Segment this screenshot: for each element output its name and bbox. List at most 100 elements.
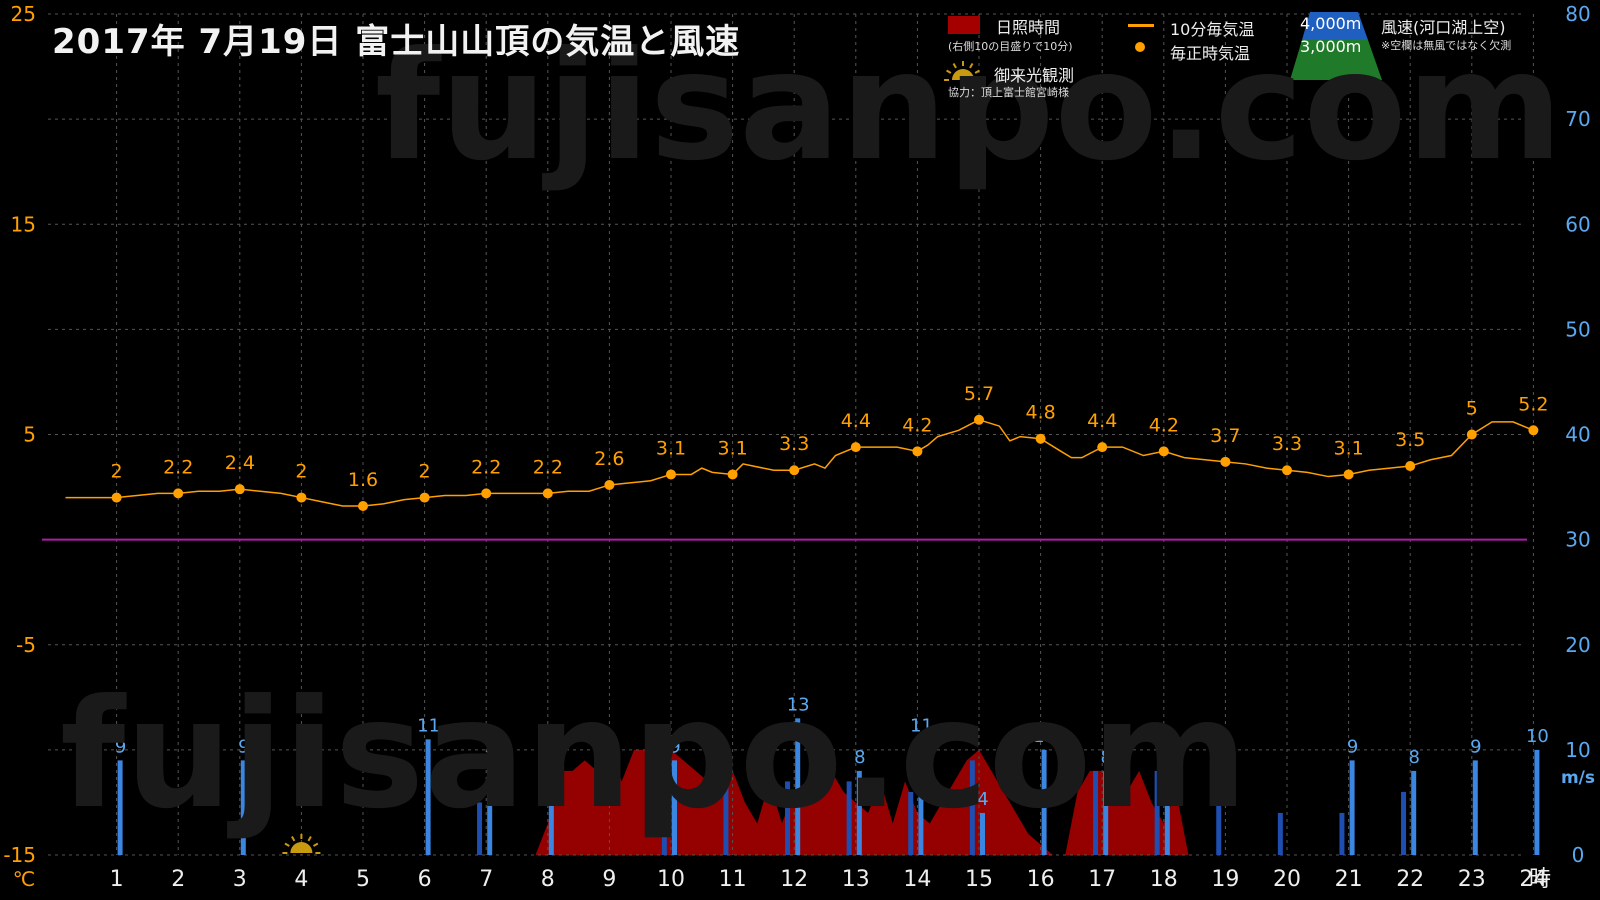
alt4000-label: 4,000m xyxy=(1300,14,1362,33)
sun-ray xyxy=(291,836,296,842)
sun-ray xyxy=(284,842,290,847)
temp-hourly-point xyxy=(1343,469,1354,480)
wind-4000-bar xyxy=(918,739,924,855)
wind-4000-bar xyxy=(1534,749,1540,855)
left-tick-label: 25 xyxy=(11,2,36,26)
wind-4000-label: 13 xyxy=(787,694,810,715)
wind-4000-bar xyxy=(1164,760,1170,855)
temp-hourly-point xyxy=(912,446,923,457)
temp-hourly-label: 2 xyxy=(419,461,431,483)
wind-legend-label: 風速(河口湖上空) xyxy=(1381,18,1506,37)
temp-hourly-point xyxy=(604,479,615,490)
temp-hourly-point xyxy=(1035,433,1046,444)
sun-half-disc xyxy=(952,69,974,80)
sunshine-legend-note: (右側10の目盛りで10分) xyxy=(948,40,1073,53)
temp-hourly-point xyxy=(296,492,307,503)
wind-4000-bar xyxy=(1041,749,1047,855)
temp-hourly-label: 5 xyxy=(1466,398,1478,420)
right-tick-label: 80 xyxy=(1565,2,1590,26)
x-axis-unit: 時 xyxy=(1529,867,1551,892)
credit-label: 協力：頂上富士館宮崎様 xyxy=(948,86,1069,99)
temp-hourly-legend-label: 毎正時気温 xyxy=(1170,44,1251,63)
x-tick-label: 5 xyxy=(356,867,370,892)
wind-4000-label: 8 xyxy=(1100,747,1111,768)
wind-3000-bar xyxy=(477,802,483,855)
wind-3000-bar xyxy=(969,760,975,855)
x-tick-label: 1 xyxy=(110,867,124,892)
chart-title: 2017年 7月19日 富士山山頂の気温と風速 xyxy=(52,22,741,62)
x-tick-label: 20 xyxy=(1273,867,1301,892)
temp-hourly-label: 2.2 xyxy=(163,456,193,478)
temp-hourly-label: 2.2 xyxy=(533,456,563,478)
wind-4000-label: 9 xyxy=(1347,736,1358,757)
x-tick-label: 10 xyxy=(657,867,685,892)
temp-hourly-point xyxy=(727,469,738,480)
temp-hourly-point xyxy=(974,414,984,425)
temp-hourly-label: 3.1 xyxy=(717,437,747,459)
temp-hourly-point xyxy=(1097,442,1108,453)
sun-ray xyxy=(974,69,980,74)
x-tick-label: 7 xyxy=(479,867,493,892)
wind-4000-label: 4 xyxy=(977,789,988,810)
wind-bars-group: 9 9 11 9 9 9 13 8 11 4 10 8 9 9 8 9 10 xyxy=(115,694,1549,855)
mountain-base xyxy=(1290,40,1382,80)
wind-3000-bar xyxy=(1339,812,1345,855)
x-tick-label: 19 xyxy=(1211,867,1239,892)
wind-4000-bar xyxy=(1411,770,1417,855)
x-tick-label: 15 xyxy=(965,867,993,892)
temp-hourly-point xyxy=(1220,456,1231,467)
right-tick-label: 40 xyxy=(1565,423,1590,447)
temp-hourly-point xyxy=(1158,446,1169,457)
x-tick-label: 14 xyxy=(903,867,931,892)
temp-hourly-point xyxy=(1282,465,1292,476)
temp-10min-line xyxy=(65,418,1534,507)
sunrise-icon xyxy=(282,61,982,854)
right-tick-label: 70 xyxy=(1565,107,1590,131)
wind-4000-label: 11 xyxy=(417,715,440,736)
temp-hourly-label: 2.2 xyxy=(471,456,501,478)
x-tick-label: 23 xyxy=(1458,867,1486,892)
wind-4000-bar xyxy=(795,718,801,855)
wind-4000-label: 10 xyxy=(1526,726,1549,747)
temp-hourly-point xyxy=(1466,429,1477,440)
x-tick-label: 24 xyxy=(1519,867,1547,892)
wind-4000-label: 10 xyxy=(1033,726,1056,747)
wind-4000-bar xyxy=(980,812,985,855)
grid-group xyxy=(42,13,1534,856)
wind-4000-label: 8 xyxy=(1408,747,1419,768)
temp-hourly-point xyxy=(111,492,122,503)
x-tick-label: 11 xyxy=(719,867,747,892)
wind-4000-bar xyxy=(117,760,123,855)
mountain-legend-icon xyxy=(1290,12,1382,80)
mountain-top xyxy=(1302,12,1368,40)
wind-4000-bar xyxy=(240,760,246,855)
wind-4000-label: 9 xyxy=(238,736,249,757)
sun-ray xyxy=(313,842,319,847)
temp-hourly-label: 2.6 xyxy=(594,448,624,470)
sun-ray xyxy=(952,63,957,69)
temp10-legend-label: 10分毎気温 xyxy=(1170,20,1255,39)
wind-3000-bar xyxy=(1401,791,1407,855)
sunrise-legend-icon xyxy=(944,61,982,81)
wind-4000-label: 11 xyxy=(910,715,933,736)
temp-hourly-label: 4.8 xyxy=(1025,402,1055,424)
wind-4000-label: 9 xyxy=(115,736,126,757)
x-tick-label: 12 xyxy=(780,867,808,892)
x-tick-label: 9 xyxy=(602,867,616,892)
wind-3000-bar xyxy=(723,781,729,855)
right-tick-label: 60 xyxy=(1565,212,1590,236)
temp-hourly-label: 1.6 xyxy=(348,469,378,491)
left-tick-label: -5 xyxy=(16,633,36,657)
temp-hourly-point xyxy=(1405,461,1416,472)
wind-4000-bar xyxy=(1103,770,1109,855)
temp-hourly-label: 4.4 xyxy=(841,410,871,432)
sun-ray xyxy=(946,69,952,74)
x-tick-label: 3 xyxy=(233,867,247,892)
temp-hourly-label: 3.1 xyxy=(656,437,686,459)
wind-4000-label: 8 xyxy=(854,747,865,768)
x-tick-label: 8 xyxy=(541,867,555,892)
wind-4000-label: 9 xyxy=(1470,736,1481,757)
left-tick-label: -15 xyxy=(3,843,36,867)
temp-hourly-label: 5.7 xyxy=(964,383,994,405)
